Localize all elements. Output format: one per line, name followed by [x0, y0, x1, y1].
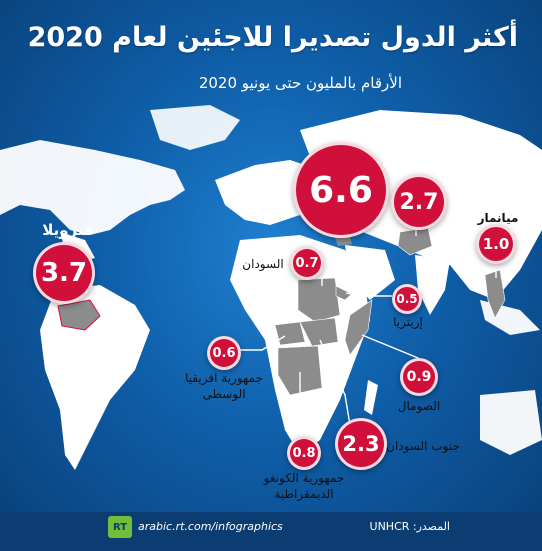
leader-line-eritrea [345, 292, 392, 297]
bubble-syria: 6.6 [293, 142, 389, 238]
somalia-shape [344, 299, 373, 356]
landmass-australia [480, 390, 542, 455]
label-syria: سوريا [317, 125, 365, 144]
label-somalia: الصومال [397, 399, 441, 413]
south-sudan-shape [299, 317, 339, 347]
footer-source: المصدر: UNHCR [369, 520, 450, 533]
drc-shape [277, 345, 323, 396]
myanmar-shape [484, 269, 506, 319]
label-afghanistan: أفغانستان [382, 153, 452, 169]
bubble-afghanistan: 2.7 [391, 174, 447, 230]
venezuela-shape [57, 299, 101, 331]
bubble-eritrea: 0.5 [392, 284, 422, 314]
bubble-sudan: 0.7 [290, 246, 324, 280]
bubble-somalia: 0.9 [400, 358, 438, 396]
bubble-myanmar: 1.0 [476, 224, 516, 264]
leader-line-car [240, 335, 286, 351]
bubble-south-sudan: 2.3 [335, 418, 387, 470]
label-car: جمهورية افريقيا الوسطى [185, 371, 263, 402]
landmass-north-america [0, 140, 185, 235]
sudan-shape [297, 277, 341, 323]
bubble-car: 0.6 [207, 336, 241, 370]
footer-url[interactable]: arabic.rt.com/infographics [138, 520, 283, 533]
bubble-venezuela: 3.7 [33, 242, 95, 304]
leader-line-south-sudan [319, 339, 351, 426]
label-drc: جمهورية الكونغو الديمقراطية [263, 471, 345, 502]
car-shape [274, 321, 306, 346]
label-venezuela: فنزويلا [42, 221, 94, 239]
rt-logo: RT [108, 516, 132, 538]
landmass-greenland [150, 105, 240, 150]
footer-bar [0, 512, 542, 551]
landmass-madagascar [364, 380, 378, 415]
landmass-southeast-asia [480, 300, 540, 335]
page-title: أكثر الدول تصديرا للاجئين لعام 2020 [27, 22, 518, 53]
bubble-drc: 0.8 [287, 436, 321, 470]
label-south-sudan: جنوب السودان [386, 439, 460, 453]
eritrea-shape [335, 285, 353, 301]
label-myanmar: ميانمار [477, 211, 519, 225]
label-eritrea: إريتريا [393, 315, 423, 329]
page-subtitle: الأرقام بالمليون حتى يونيو 2020 [198, 74, 402, 92]
landmass-south-america [40, 285, 150, 470]
landmass-india [415, 255, 450, 315]
label-sudan: السودان [242, 257, 284, 271]
